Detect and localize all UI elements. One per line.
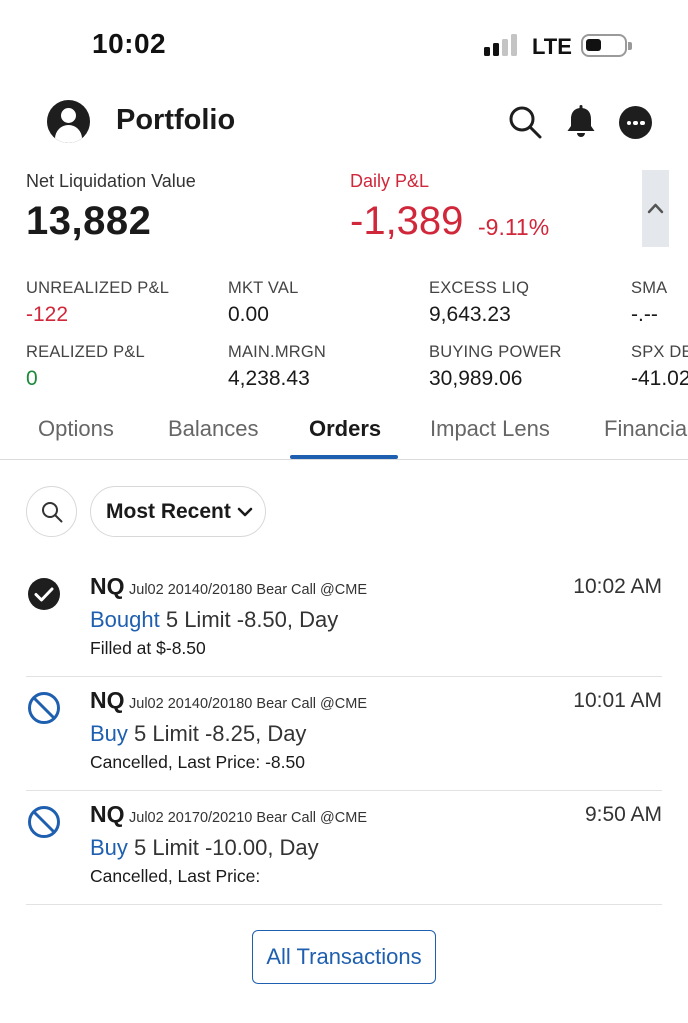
tab-orders[interactable]: Orders (309, 416, 382, 441)
order-action: Buy (90, 721, 128, 746)
order-action: Buy (90, 835, 128, 860)
sma-label: SMA (631, 279, 668, 297)
sort-dropdown[interactable]: Most Recent (90, 486, 266, 537)
order-terms: 5 Limit -8.25, Day (127, 721, 307, 746)
mkt-val-label: MKT VAL (228, 279, 299, 297)
tab-options[interactable]: Options (38, 416, 114, 441)
order-status-text: Cancelled, Last Price: (90, 866, 261, 886)
buying-power-value: 30,989.06 (429, 367, 523, 390)
main-margin-value: 4,238.43 (228, 367, 310, 390)
chevron-up-icon (647, 203, 664, 214)
spx-delta-label: SPX DE (631, 343, 688, 361)
unrealized-pl-label: UNREALIZED P&L (26, 279, 170, 297)
order-row[interactable]: NQ Jul02 20140/20180 Bear Call @CME 10:0… (26, 677, 662, 791)
status-time: 10:02 (92, 28, 167, 59)
tab-financials[interactable]: Financia (604, 416, 688, 441)
daily-pl-value: -1,389 (350, 199, 464, 243)
more-icon[interactable] (619, 102, 659, 142)
spx-delta-value: -41.02 (631, 367, 688, 390)
order-terms: 5 Limit -10.00, Day (127, 835, 319, 860)
orders-search-button[interactable] (26, 486, 77, 537)
main-margin-label: MAIN.MRGN (228, 343, 327, 361)
chevron-down-icon (237, 507, 253, 517)
user-avatar-icon[interactable] (47, 100, 90, 143)
order-description: Jul02 20170/20210 Bear Call @CME (129, 810, 367, 826)
sort-dropdown-label: Most Recent (106, 500, 231, 523)
net-liq-label: Net Liquidation Value (26, 171, 196, 191)
unrealized-pl-value: -122 (26, 303, 69, 326)
order-time: 10:01 AM (573, 689, 662, 712)
order-row[interactable]: NQ Jul02 20140/20180 Bear Call @CME 10:0… (26, 563, 662, 677)
page-title: Portfolio (116, 104, 236, 136)
buying-power-label: BUYING POWER (429, 343, 562, 361)
bell-icon[interactable] (561, 102, 601, 142)
order-status-text: Cancelled, Last Price: -8.50 (90, 752, 305, 772)
cancelled-icon (28, 692, 60, 724)
collapse-summary-button[interactable] (642, 170, 669, 247)
excess-liq-label: EXCESS LIQ (429, 279, 530, 297)
app-header: Portfolio (0, 96, 688, 152)
order-terms: 5 Limit -8.50, Day (159, 607, 339, 632)
net-liq-value: 13,882 (26, 199, 152, 243)
mkt-val-value: 0.00 (228, 303, 269, 326)
tab-impact-lens[interactable]: Impact Lens (430, 416, 550, 441)
order-symbol: NQ (90, 801, 125, 827)
cancelled-icon (28, 806, 60, 838)
order-action: Bought (90, 607, 160, 632)
order-details: Buy 5 Limit -8.25, Day (90, 721, 306, 747)
status-bar: 10:02 LTE (0, 0, 688, 90)
daily-pl-percent: -9.11% (478, 214, 550, 240)
realized-pl-value: 0 (26, 367, 38, 390)
order-details: Buy 5 Limit -10.00, Day (90, 835, 319, 861)
sma-value: -.-- (631, 303, 658, 326)
tab-bar: Options Balances Orders Impact Lens Fina… (0, 408, 688, 460)
check-circle-icon (28, 578, 60, 610)
order-details: Bought 5 Limit -8.50, Day (90, 607, 338, 633)
tab-balances[interactable]: Balances (168, 416, 259, 441)
active-tab-indicator (290, 455, 398, 459)
order-row[interactable]: NQ Jul02 20170/20210 Bear Call @CME 9:50… (26, 791, 662, 905)
realized-pl-label: REALIZED P&L (26, 343, 145, 361)
order-description: Jul02 20140/20180 Bear Call @CME (129, 582, 367, 598)
order-status-text: Filled at $-8.50 (90, 638, 206, 658)
order-symbol: NQ (90, 687, 125, 713)
order-symbol: NQ (90, 573, 125, 599)
all-transactions-button[interactable]: All Transactions (252, 930, 436, 984)
search-icon (42, 502, 63, 523)
signal-icon (484, 34, 522, 56)
excess-liq-value: 9,643.23 (429, 303, 511, 326)
order-time: 10:02 AM (573, 575, 662, 598)
daily-pl-label: Daily P&L (350, 171, 430, 191)
order-description: Jul02 20140/20180 Bear Call @CME (129, 696, 367, 712)
battery-icon (581, 34, 632, 57)
network-label: LTE (532, 34, 572, 59)
search-icon[interactable] (506, 102, 546, 142)
order-time: 9:50 AM (584, 803, 662, 826)
